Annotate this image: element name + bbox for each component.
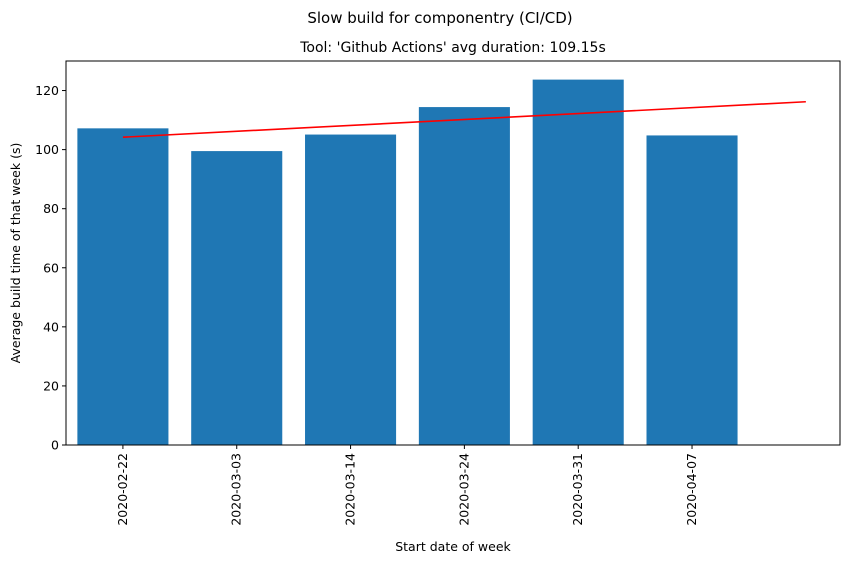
x-tick-label: 2020-03-31 <box>570 453 585 526</box>
bar-2020-03-24 <box>418 107 510 445</box>
figure-suptitle: Slow build for componentry (CI/CD) <box>307 9 572 27</box>
y-tick-label: 40 <box>43 319 59 334</box>
bar-2020-02-22 <box>77 128 169 445</box>
bar-2020-03-03 <box>191 151 283 446</box>
y-tick-label: 60 <box>43 260 59 275</box>
y-tick-label: 120 <box>35 83 59 98</box>
y-tick-label: 100 <box>35 142 59 157</box>
trend-line <box>122 100 806 139</box>
x-tick-label: 2020-04-07 <box>684 453 699 526</box>
y-tick-label: 0 <box>51 438 59 453</box>
chart-title: Tool: 'Github Actions' avg duration: 109… <box>299 40 606 56</box>
axes-frame <box>65 60 841 446</box>
y-tick-label: 80 <box>43 201 59 216</box>
x-tick-label: 2020-03-14 <box>343 453 358 526</box>
x-tick-label: 2020-03-24 <box>456 453 471 526</box>
y-axis-label: Average build time of that week (s) <box>8 143 23 364</box>
bar-2020-04-07 <box>646 135 738 445</box>
y-tick-label: 20 <box>43 378 59 393</box>
x-tick-label: 2020-02-22 <box>115 453 130 526</box>
plot-area: 0 20 40 60 80 100 120 2020-02-22 2020-03-03 2020-… <box>35 60 841 526</box>
bar-2020-03-14 <box>305 134 397 445</box>
bar-2020-03-31 <box>532 79 624 446</box>
x-tick-label: 2020-03-03 <box>229 453 244 526</box>
x-axis-label: Start date of week <box>395 539 511 554</box>
